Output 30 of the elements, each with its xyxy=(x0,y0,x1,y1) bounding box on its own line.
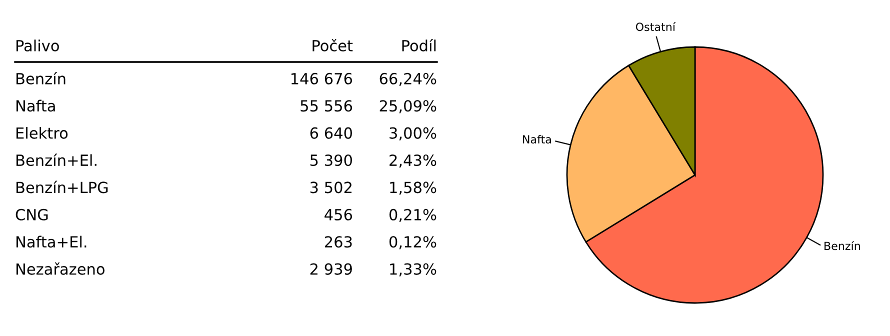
category-label: Benzín xyxy=(16,72,66,84)
slice-label: Ostatní xyxy=(636,22,676,32)
data-label: 1,33% xyxy=(390,263,436,276)
slice-label: Nafta xyxy=(523,134,551,144)
data-label: 5 390 xyxy=(310,154,352,166)
data-label: 25,09% xyxy=(380,100,436,114)
category-label: Nafta xyxy=(16,100,55,112)
data-label: 2,43% xyxy=(390,154,436,168)
category-label: Elektro xyxy=(16,127,68,139)
category-label: Nezařazeno xyxy=(16,262,104,275)
data-label: 1,58% xyxy=(390,182,436,195)
data-label: 6 640 xyxy=(310,127,352,139)
category-label: CNG xyxy=(16,208,48,220)
data-label: 263 xyxy=(324,236,352,248)
text: Počet xyxy=(312,38,353,52)
slice-label: Benzín xyxy=(824,241,860,250)
data-label: 66,24% xyxy=(380,72,436,86)
data-label: 2 939 xyxy=(310,263,352,275)
data-label: 3,00% xyxy=(390,127,436,140)
data-label: 0,12% xyxy=(389,236,436,250)
data-label: 55 556 xyxy=(300,100,352,112)
text: Podíl xyxy=(402,38,436,52)
category-label: Nafta+El. xyxy=(16,236,86,248)
data-label: 146 676 xyxy=(292,72,352,84)
category-label: Benzín+El. xyxy=(16,154,96,166)
data-label: 0,21% xyxy=(389,208,436,222)
text: Palivo xyxy=(16,40,59,52)
data-label: 456 xyxy=(324,208,352,220)
category-label: Benzín+LPG xyxy=(16,180,108,194)
data-label: 3 502 xyxy=(310,182,352,194)
